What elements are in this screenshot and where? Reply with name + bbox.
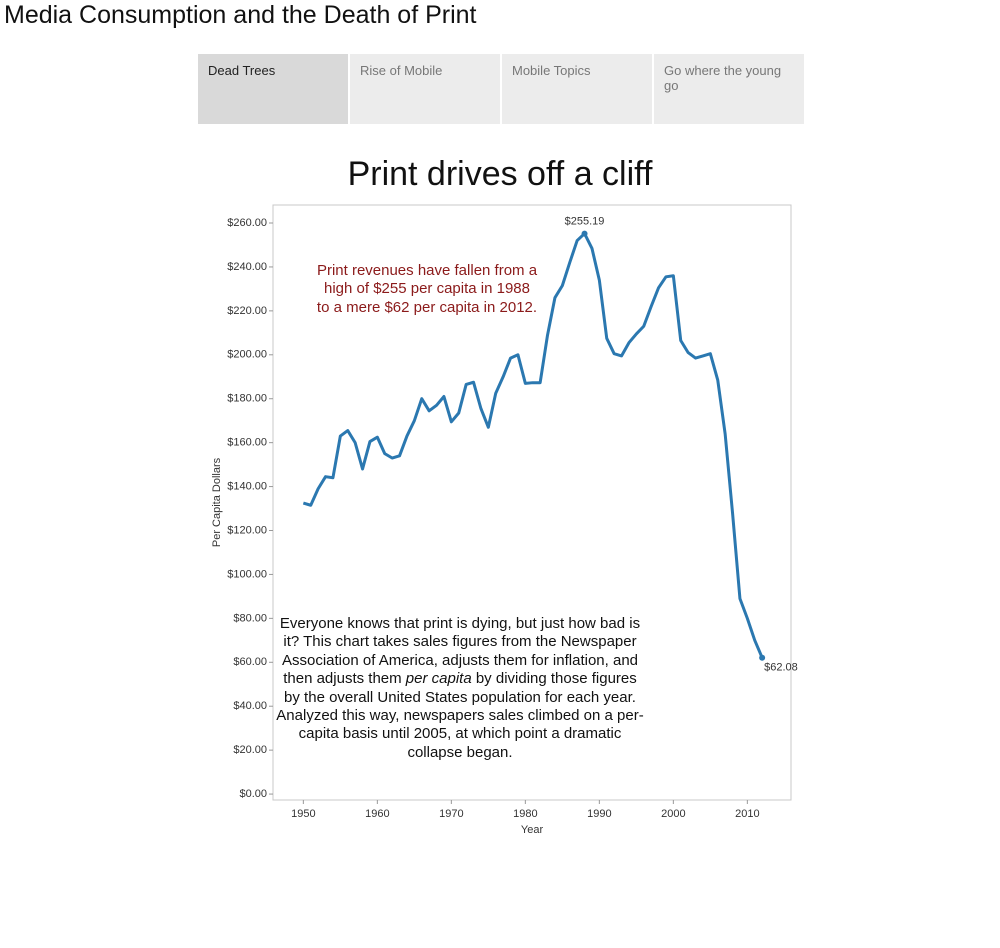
tab-bar: Dead Trees Rise of Mobile Mobile Topics Go … [198,54,804,124]
x-tick-label: 2010 [735,808,759,820]
y-tick-label: $200.00 [227,349,267,361]
point [759,654,766,661]
y-tick-label: $0.00 [239,788,267,800]
tab[interactable]: Go where the young go [654,54,804,124]
y-tick-label: $40.00 [233,700,267,712]
plot-frame [272,204,792,801]
data-label: $62.08 [764,662,798,674]
tab[interactable]: Rise of Mobile [350,54,500,124]
y-tick-label: $260.00 [227,217,267,229]
y-tick-label: $120.00 [227,524,267,536]
x-tick-label: 1970 [439,808,463,820]
annotation-text: per capita [405,670,472,688]
point [581,230,588,237]
y-tick-label: $220.00 [227,305,267,317]
x-tick-label: 1990 [587,808,611,820]
x-tick-label: 1980 [513,808,537,820]
y-tick-label: $20.00 [233,744,267,756]
annotation-text: Print revenues have fallen from a high o… [316,262,538,316]
y-tick-label: $160.00 [227,437,267,449]
y-tick-label: $80.00 [233,612,267,624]
annotation: Everyone knows that print is dying, but … [276,615,644,762]
x-tick-label: 1960 [365,808,389,820]
line [302,232,764,659]
y-tick-label: $100.00 [227,568,267,580]
x-axis-label: Year [521,824,544,836]
data-label: $255.19 [565,215,605,227]
y-tick-label: $180.00 [227,393,267,405]
annotation-text: by dividing those figures by the overall… [276,670,644,761]
chart-title: Print drives off a cliff [347,155,653,193]
annotation: Print revenues have fallen from a high o… [316,262,538,317]
x-tick-label: 1950 [291,808,315,820]
y-tick-label: $60.00 [233,656,267,668]
tab[interactable]: Mobile Topics [502,54,652,124]
annotation-text: Everyone knows that print is dying, but … [279,615,641,688]
y-axis-label: Per Capita Dollars [211,457,223,547]
y-tick-label: $140.00 [227,480,267,492]
y-tick-label: $240.00 [227,261,267,273]
tab[interactable]: Dead Trees [198,54,348,124]
x-tick-label: 2000 [661,808,685,820]
page-title: Media Consumption and the Death of Print [4,1,477,29]
